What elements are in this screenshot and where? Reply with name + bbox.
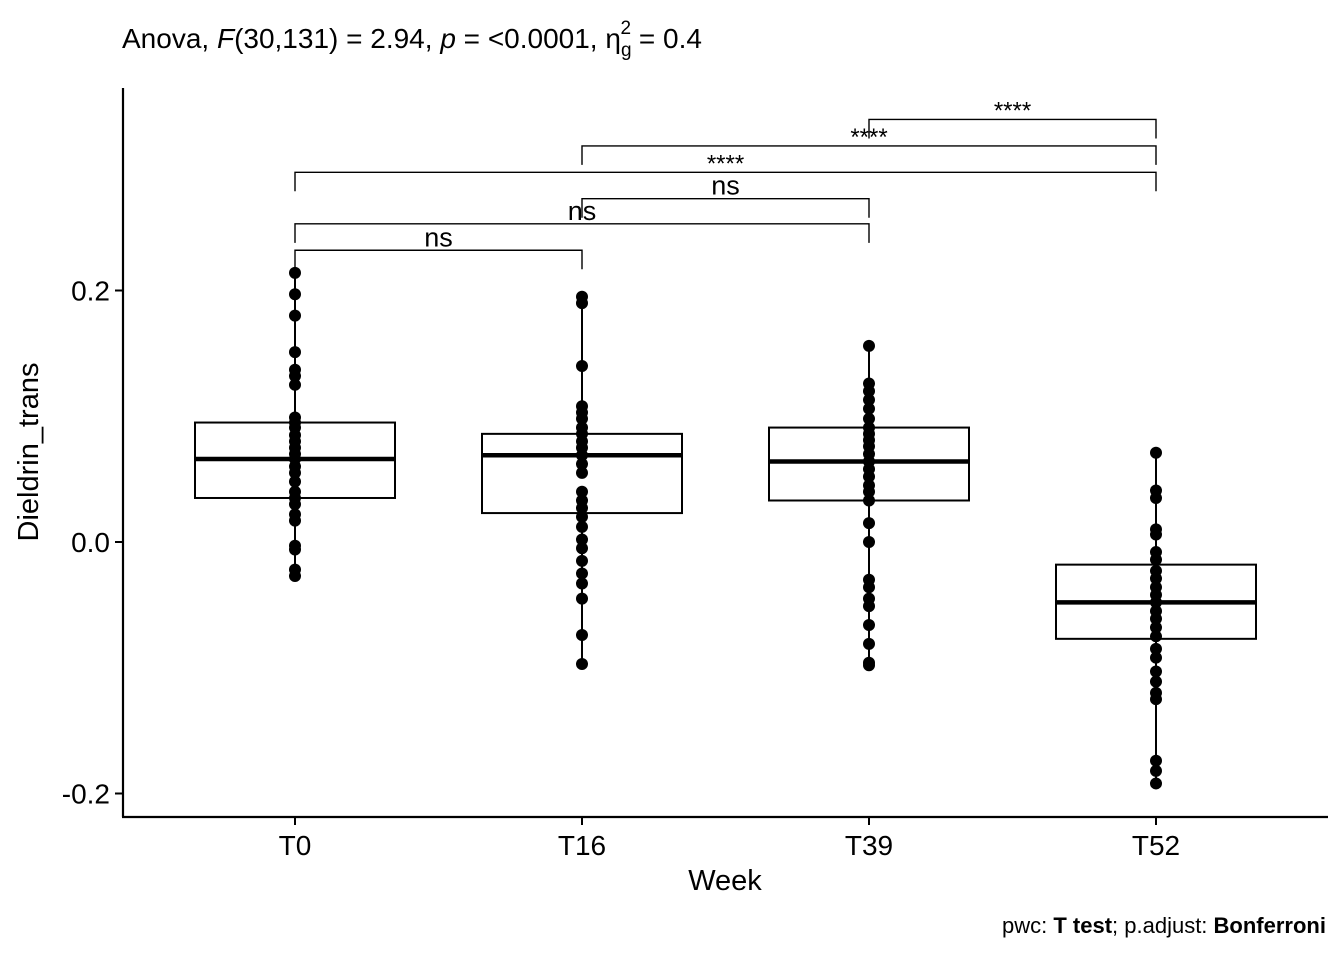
data-point bbox=[1150, 491, 1162, 504]
significance-bracket bbox=[294, 223, 870, 243]
data-point bbox=[576, 412, 588, 425]
data-point bbox=[863, 659, 875, 672]
data-point bbox=[863, 494, 875, 507]
title-stat-symbol: F bbox=[217, 23, 236, 54]
title-p-value: = <0.0001, bbox=[456, 23, 605, 54]
x-tick-label: T52 bbox=[1132, 830, 1180, 861]
data-point bbox=[1150, 630, 1162, 643]
data-point bbox=[576, 502, 588, 515]
data-point bbox=[863, 385, 875, 398]
x-tick-label: T39 bbox=[845, 830, 893, 861]
caption-pwc-label: pwc: bbox=[1002, 913, 1053, 938]
data-point bbox=[289, 346, 301, 359]
title-effect-symbol: η bbox=[605, 23, 621, 54]
title-effect-value: = 0.4 bbox=[631, 23, 702, 54]
significance-bracket bbox=[868, 118, 1157, 139]
x-tick-label: T0 bbox=[279, 830, 312, 861]
data-point bbox=[1150, 596, 1162, 609]
chart-caption: pwc: T test; p.adjust: Bonferroni bbox=[1002, 913, 1326, 938]
data-point bbox=[863, 393, 875, 406]
title-effect-sup: 2 bbox=[621, 18, 632, 39]
y-tick-label: 0.2 bbox=[71, 276, 110, 307]
significance-bracket bbox=[294, 171, 1157, 192]
title-stat-df: (30,131) = 2.94, bbox=[234, 23, 440, 54]
title-p-symbol: p bbox=[439, 23, 456, 54]
data-point bbox=[863, 618, 875, 631]
significance-bracket bbox=[581, 198, 870, 218]
data-point bbox=[863, 517, 875, 530]
data-point bbox=[863, 470, 875, 483]
data-point bbox=[1150, 642, 1162, 655]
data-point bbox=[576, 458, 588, 471]
data-point bbox=[289, 309, 301, 322]
data-point bbox=[289, 288, 301, 301]
data-point bbox=[289, 498, 301, 511]
significance-label: ns bbox=[424, 222, 453, 252]
data-point bbox=[1150, 572, 1162, 585]
caption-adjust-method: Bonferroni bbox=[1214, 913, 1326, 938]
data-point bbox=[863, 339, 875, 352]
data-point bbox=[576, 510, 588, 523]
data-point bbox=[576, 449, 588, 462]
title-effect-sub: g bbox=[621, 40, 632, 61]
data-point bbox=[863, 412, 875, 425]
data-point bbox=[1150, 553, 1162, 566]
title-prefix: Anova, bbox=[122, 23, 217, 54]
data-point bbox=[1150, 777, 1162, 790]
significance-label: **** bbox=[707, 150, 744, 177]
chart-title: Anova, F(30,131) = 2.94, p = <0.0001, ηg… bbox=[122, 18, 702, 61]
y-tick-label: 0.0 bbox=[71, 527, 110, 558]
data-point bbox=[576, 542, 588, 555]
data-point bbox=[1150, 528, 1162, 541]
y-tick-label: -0.2 bbox=[62, 779, 110, 810]
data-point bbox=[576, 657, 588, 670]
data-point bbox=[576, 533, 588, 546]
data-point bbox=[289, 370, 301, 383]
significance-label: **** bbox=[994, 97, 1031, 124]
data-point bbox=[1150, 446, 1162, 459]
data-point bbox=[576, 567, 588, 580]
data-point bbox=[576, 466, 588, 479]
data-point bbox=[576, 629, 588, 642]
data-point bbox=[576, 297, 588, 310]
caption-adjust-label: ; p.adjust: bbox=[1112, 913, 1214, 938]
data-point bbox=[1150, 754, 1162, 767]
data-point bbox=[289, 475, 301, 488]
significance-label: ns bbox=[711, 171, 740, 201]
data-point bbox=[863, 485, 875, 498]
data-point bbox=[576, 359, 588, 372]
data-point bbox=[1150, 621, 1162, 634]
data-point bbox=[863, 581, 875, 594]
data-point bbox=[289, 466, 301, 479]
data-point bbox=[1150, 651, 1162, 664]
data-point bbox=[863, 536, 875, 548]
data-point bbox=[576, 592, 588, 605]
x-tick-label: T16 bbox=[558, 830, 606, 861]
data-point bbox=[289, 543, 301, 556]
data-point bbox=[289, 378, 301, 391]
significance-bracket bbox=[581, 145, 1157, 165]
significance-bracket bbox=[294, 249, 583, 270]
data-point bbox=[576, 520, 588, 533]
data-point bbox=[289, 569, 301, 582]
data-point bbox=[576, 485, 588, 498]
data-point bbox=[863, 402, 875, 415]
data-point bbox=[289, 266, 301, 279]
data-point bbox=[1150, 693, 1162, 706]
data-point bbox=[576, 554, 588, 567]
data-point bbox=[576, 577, 588, 590]
data-point bbox=[1150, 675, 1162, 688]
data-point bbox=[1150, 665, 1162, 678]
y-axis-label: Dieldrin_trans bbox=[13, 363, 45, 542]
data-point bbox=[289, 514, 301, 527]
caption-pwc-method: T test bbox=[1053, 913, 1112, 938]
x-axis-label: Week bbox=[688, 865, 762, 897]
data-point bbox=[863, 600, 875, 613]
data-point bbox=[863, 637, 875, 650]
data-point bbox=[1150, 612, 1162, 625]
data-point bbox=[1150, 764, 1162, 777]
